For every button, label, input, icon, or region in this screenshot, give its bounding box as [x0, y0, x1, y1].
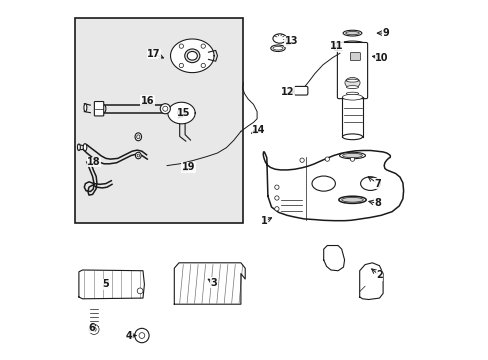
- Ellipse shape: [77, 144, 80, 150]
- Ellipse shape: [345, 31, 359, 35]
- Polygon shape: [79, 270, 144, 299]
- Text: 19: 19: [182, 162, 195, 172]
- Circle shape: [299, 158, 304, 162]
- Circle shape: [201, 63, 205, 68]
- Text: 4: 4: [126, 330, 132, 341]
- FancyBboxPatch shape: [294, 86, 307, 95]
- FancyBboxPatch shape: [337, 42, 367, 99]
- Text: 6: 6: [88, 323, 95, 333]
- Text: 8: 8: [373, 198, 380, 208]
- Circle shape: [134, 328, 149, 343]
- Ellipse shape: [187, 51, 197, 60]
- Ellipse shape: [135, 133, 141, 141]
- Circle shape: [163, 106, 167, 111]
- Ellipse shape: [102, 105, 106, 112]
- Text: 18: 18: [87, 157, 101, 167]
- Ellipse shape: [344, 77, 359, 88]
- Polygon shape: [170, 39, 214, 73]
- Ellipse shape: [84, 104, 87, 112]
- Ellipse shape: [272, 34, 286, 43]
- Circle shape: [274, 196, 279, 200]
- Text: 13: 13: [284, 36, 298, 46]
- Text: 11: 11: [329, 41, 343, 51]
- Ellipse shape: [135, 152, 141, 159]
- FancyBboxPatch shape: [94, 102, 103, 116]
- FancyBboxPatch shape: [334, 43, 343, 50]
- Polygon shape: [359, 263, 382, 300]
- Ellipse shape: [342, 94, 362, 100]
- Circle shape: [349, 157, 354, 161]
- Ellipse shape: [177, 110, 185, 116]
- Circle shape: [179, 63, 183, 68]
- Circle shape: [274, 207, 279, 211]
- Text: 3: 3: [210, 278, 217, 288]
- Text: 1: 1: [261, 216, 267, 226]
- Ellipse shape: [184, 49, 200, 63]
- Ellipse shape: [342, 134, 362, 140]
- Ellipse shape: [272, 46, 283, 50]
- Text: 5: 5: [102, 279, 109, 289]
- Ellipse shape: [270, 45, 285, 51]
- Ellipse shape: [339, 152, 365, 159]
- Circle shape: [137, 288, 142, 294]
- Circle shape: [89, 324, 99, 334]
- Ellipse shape: [137, 135, 140, 139]
- Ellipse shape: [137, 154, 139, 157]
- Ellipse shape: [346, 92, 358, 95]
- Text: 17: 17: [147, 49, 160, 59]
- Circle shape: [139, 333, 144, 338]
- Ellipse shape: [343, 30, 361, 36]
- FancyBboxPatch shape: [349, 53, 360, 60]
- Text: 9: 9: [382, 28, 388, 38]
- Circle shape: [179, 44, 183, 48]
- Circle shape: [201, 44, 205, 48]
- Ellipse shape: [341, 197, 363, 202]
- Text: 16: 16: [140, 96, 154, 106]
- Polygon shape: [174, 263, 244, 304]
- Ellipse shape: [338, 196, 366, 203]
- FancyBboxPatch shape: [346, 51, 364, 64]
- Ellipse shape: [342, 153, 362, 158]
- Ellipse shape: [360, 177, 380, 190]
- Ellipse shape: [83, 144, 87, 151]
- Circle shape: [325, 157, 329, 161]
- Ellipse shape: [346, 86, 358, 89]
- Text: 7: 7: [373, 179, 380, 189]
- Ellipse shape: [311, 176, 335, 191]
- Text: 12: 12: [281, 87, 294, 97]
- Polygon shape: [167, 102, 195, 124]
- Ellipse shape: [346, 79, 358, 82]
- Ellipse shape: [338, 41, 365, 49]
- Circle shape: [274, 185, 279, 189]
- Text: 10: 10: [374, 53, 388, 63]
- Text: 14: 14: [252, 125, 265, 135]
- Text: 2: 2: [375, 270, 382, 280]
- Polygon shape: [263, 150, 403, 221]
- Circle shape: [160, 104, 170, 114]
- Circle shape: [92, 327, 96, 332]
- Bar: [75, 18, 242, 223]
- Text: 15: 15: [176, 108, 190, 118]
- Polygon shape: [323, 246, 344, 271]
